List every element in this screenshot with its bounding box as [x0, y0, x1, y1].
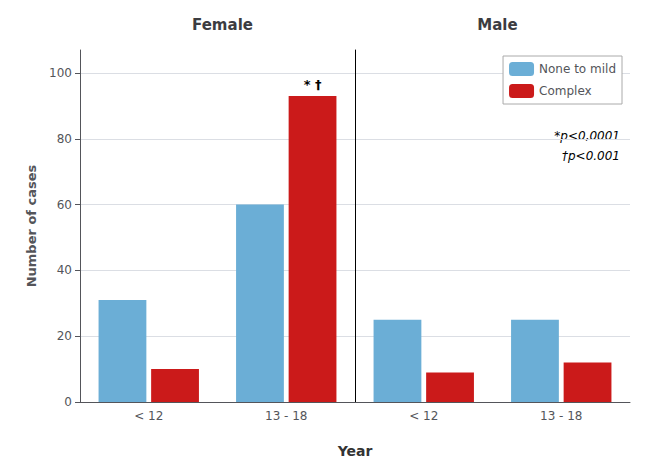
- svg-text:Year: Year: [337, 443, 373, 459]
- svg-text:80: 80: [57, 132, 72, 146]
- svg-text:20: 20: [57, 329, 72, 343]
- svg-text:Number of cases: Number of cases: [24, 164, 39, 287]
- svg-text:* †: * †: [304, 77, 322, 92]
- svg-text:None to mild: None to mild: [539, 62, 616, 76]
- svg-text:13 - 18: 13 - 18: [540, 409, 583, 423]
- svg-text:Male: Male: [477, 16, 517, 34]
- svg-text:60: 60: [57, 198, 72, 212]
- svg-text:0: 0: [64, 395, 72, 409]
- svg-text:100: 100: [49, 66, 72, 80]
- svg-text:< 12: < 12: [134, 409, 163, 423]
- svg-text:†p<0.001: †p<0.001: [562, 149, 620, 163]
- svg-text:13 - 18: 13 - 18: [265, 409, 308, 423]
- svg-text:Female: Female: [192, 16, 253, 34]
- svg-text:40: 40: [57, 263, 72, 277]
- svg-text:< 12: < 12: [409, 409, 438, 423]
- svg-text:*p<0,0001: *p<0,0001: [554, 129, 620, 143]
- svg-text:Complex: Complex: [539, 84, 592, 98]
